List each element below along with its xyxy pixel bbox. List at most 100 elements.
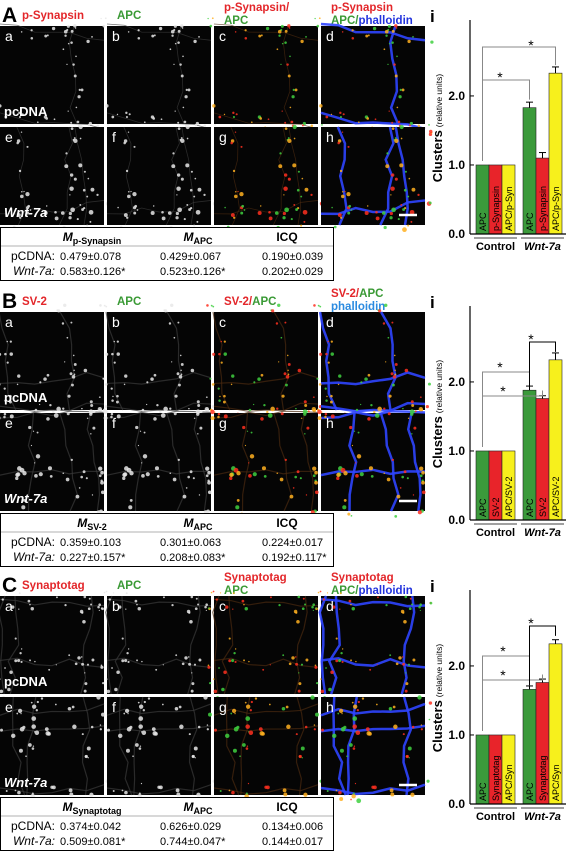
- punctum: [49, 475, 53, 478]
- neurite: [166, 311, 183, 411]
- punctum: [179, 63, 182, 66]
- image-letter: a: [5, 28, 13, 44]
- punctum: [219, 395, 221, 398]
- micrograph: c: [206, 303, 324, 418]
- punctum: [383, 48, 386, 51]
- punctum: [176, 186, 181, 191]
- punctum: [268, 210, 271, 214]
- punctum: [123, 712, 126, 715]
- micrograph: d: [314, 590, 433, 699]
- neurite: [212, 311, 231, 411]
- punctum: [64, 34, 67, 37]
- punctum: [136, 659, 138, 662]
- punctum: [128, 113, 131, 116]
- punctum: [330, 670, 334, 675]
- punctum: [324, 412, 328, 416]
- punctum: [210, 409, 215, 415]
- punctum: [403, 188, 407, 192]
- punctum: [189, 188, 193, 192]
- punctum: [66, 336, 69, 339]
- punctum: [177, 321, 180, 324]
- punctum: [124, 708, 130, 714]
- punctum: [394, 177, 398, 181]
- punctum: [43, 210, 48, 215]
- punctum: [391, 121, 394, 124]
- punctum: [343, 498, 347, 502]
- table-header-main: M: [62, 800, 73, 814]
- table-header-main: M: [63, 230, 74, 244]
- neurite: [295, 696, 305, 796]
- punctum: [347, 145, 350, 148]
- punctum: [101, 681, 105, 685]
- punctum: [151, 34, 155, 38]
- punctum: [183, 120, 187, 124]
- punctum: [78, 487, 81, 489]
- table-cell: 0.208±0.083*: [160, 552, 226, 564]
- punctum: [183, 218, 186, 221]
- punctum: [193, 663, 197, 666]
- punctum: [372, 26, 377, 31]
- punctum: [162, 664, 164, 666]
- punctum: [164, 309, 168, 313]
- row-label: pcDNA: [4, 674, 48, 689]
- punctum: [4, 115, 8, 119]
- punctum: [182, 106, 185, 109]
- punctum: [337, 383, 340, 386]
- x-tick-label: Control: [476, 811, 515, 823]
- neurite: [0, 703, 105, 716]
- x-tick-label: Wnt-7a: [524, 811, 561, 823]
- punctum: [223, 340, 226, 343]
- punctum: [188, 407, 190, 410]
- punctum: [70, 41, 73, 44]
- punctum: [138, 724, 143, 729]
- neurite: [336, 126, 348, 226]
- channel-label-part: phalloidin: [358, 585, 412, 597]
- punctum: [9, 352, 13, 356]
- table-cell: 0.744±0.047*: [160, 836, 226, 848]
- neurite: [346, 696, 359, 796]
- punctum: [138, 792, 141, 795]
- punctum: [261, 466, 267, 471]
- punctum: [83, 170, 86, 173]
- punctum: [339, 748, 344, 753]
- punctum: [116, 352, 120, 356]
- punctum: [428, 129, 433, 134]
- punctum: [98, 474, 102, 478]
- punctum: [339, 608, 341, 610]
- punctum: [232, 111, 235, 115]
- punctum: [158, 26, 163, 31]
- punctum: [181, 27, 184, 29]
- punctum: [417, 193, 420, 197]
- punctum: [81, 208, 85, 211]
- punctum: [390, 194, 392, 196]
- punctum: [281, 110, 283, 112]
- punctum: [62, 48, 65, 51]
- punctum: [19, 216, 22, 219]
- punctum: [218, 667, 220, 669]
- punctum: [204, 605, 207, 609]
- table-cell: 0.192±0.117*: [262, 552, 327, 564]
- punctum: [86, 195, 89, 198]
- image-letter: f: [112, 415, 116, 431]
- punctum: [364, 377, 368, 381]
- punctum: [399, 88, 402, 91]
- punctum: [173, 63, 175, 66]
- neurite: [294, 595, 308, 695]
- punctum: [410, 220, 413, 223]
- neurite: [213, 23, 319, 41]
- neurite: [181, 126, 195, 226]
- bar-label: SV-2: [491, 497, 501, 517]
- punctum: [298, 754, 302, 759]
- bar-label: SV-2: [538, 497, 548, 517]
- punctum: [46, 373, 50, 377]
- punctum: [117, 206, 119, 209]
- punctum: [88, 121, 92, 126]
- punctum: [91, 658, 95, 662]
- punctum: [355, 474, 359, 478]
- table-cell: 0.202±0.029: [262, 266, 323, 278]
- punctum: [86, 663, 90, 666]
- punctum: [177, 127, 181, 130]
- y-axis-label: Clusters (relative units): [430, 74, 445, 183]
- punctum: [100, 664, 103, 667]
- neurite: [105, 595, 113, 695]
